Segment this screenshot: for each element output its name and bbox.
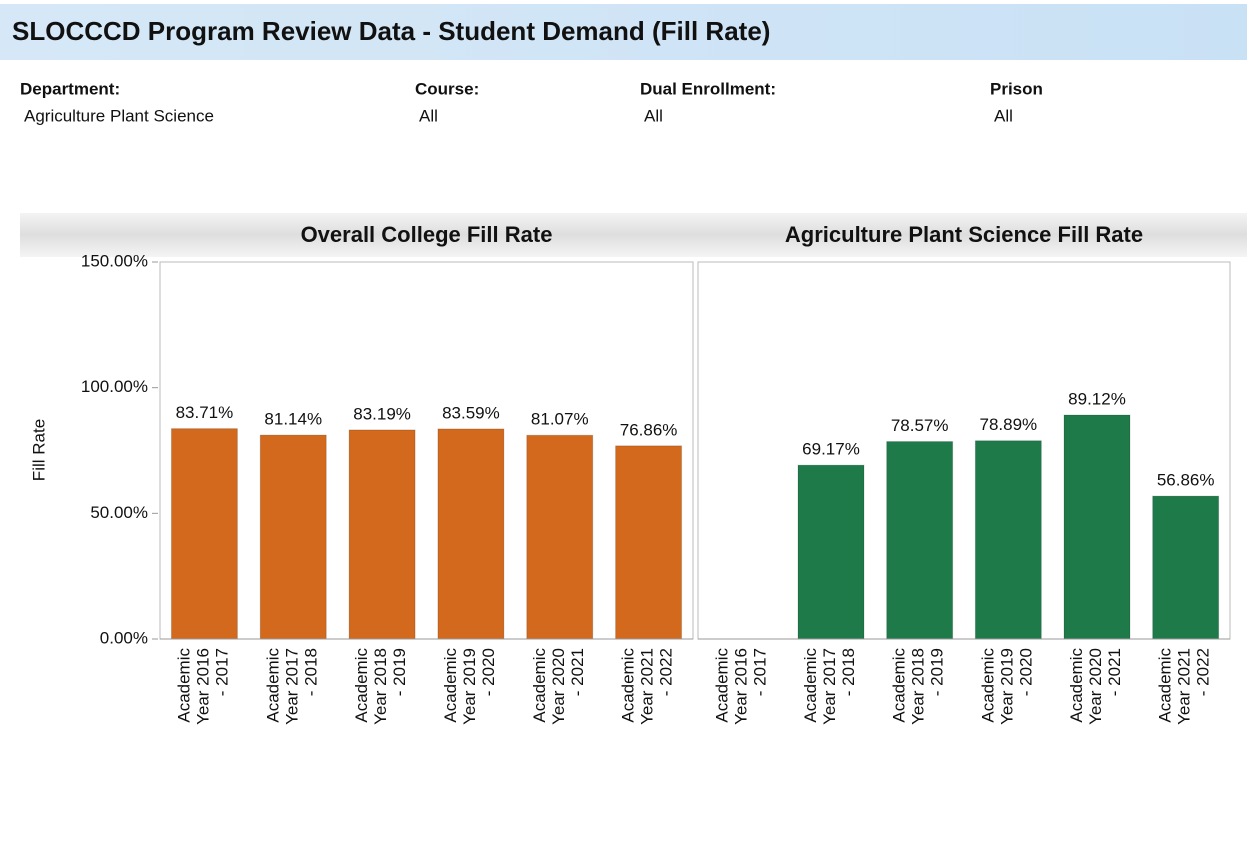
y-tick-label: 100.00% <box>81 377 148 396</box>
y-tick-label: 50.00% <box>90 503 148 522</box>
y-tick-label: 0.00% <box>100 628 148 647</box>
x-tick-label: AcademicYear 2017- 2018 <box>264 648 321 725</box>
x-tick-label: AcademicYear 2020- 2021 <box>1067 648 1124 725</box>
chart-title: Agriculture Plant Science Fill Rate <box>785 222 1143 247</box>
x-tick-label: AcademicYear 2020- 2021 <box>530 648 587 725</box>
value-label: 56.86% <box>1157 471 1215 490</box>
title-banner <box>0 4 1247 60</box>
value-label: 69.17% <box>802 440 860 459</box>
value-label: 78.89% <box>979 415 1037 434</box>
filter-label: Dual Enrollment: <box>640 79 776 98</box>
filter-value: All <box>994 106 1013 125</box>
bar <box>526 434 594 640</box>
filter-value: Agriculture Plant Science <box>24 106 214 125</box>
value-label: 83.19% <box>353 404 411 423</box>
x-tick-label: AcademicYear 2021- 2022 <box>1156 648 1213 725</box>
page-title: SLOCCCD Program Review Data - Student De… <box>12 16 770 46</box>
panel-frame <box>159 261 694 640</box>
filter-label: Prison <box>990 79 1043 98</box>
x-tick-label: AcademicYear 2016- 2017 <box>175 648 232 725</box>
bar <box>974 440 1042 640</box>
bar <box>1063 414 1131 640</box>
bar <box>170 428 238 640</box>
filter-value: All <box>644 106 663 125</box>
value-label: 76.86% <box>620 420 678 439</box>
filter-label: Course: <box>415 79 479 98</box>
x-tick-label: AcademicYear 2017- 2018 <box>801 648 858 725</box>
bar <box>348 429 416 640</box>
chart-header-band <box>20 213 1247 257</box>
y-axis-label: Fill Rate <box>29 419 48 481</box>
chart-title: Overall College Fill Rate <box>301 222 553 247</box>
value-label: 81.14% <box>264 410 322 429</box>
x-tick-label: AcademicYear 2018- 2019 <box>890 648 947 725</box>
x-tick-label: AcademicYear 2016- 2017 <box>713 648 770 725</box>
charts: Department: Agriculture Plant Science Cour… <box>20 79 1231 725</box>
value-label: 89.12% <box>1068 389 1126 408</box>
x-tick-label: AcademicYear 2021- 2022 <box>619 648 676 725</box>
filter-value: All <box>419 106 438 125</box>
value-label: 83.71% <box>176 403 234 422</box>
bar <box>797 464 865 640</box>
value-label: 81.07% <box>531 410 589 429</box>
bar <box>886 441 954 640</box>
y-tick-label: 150.00% <box>81 251 148 270</box>
filter-label: Department: <box>20 79 120 98</box>
bar <box>437 428 505 640</box>
value-label: 83.59% <box>442 403 500 422</box>
x-tick-label: AcademicYear 2019- 2020 <box>441 648 498 725</box>
x-tick-label: AcademicYear 2018- 2019 <box>353 648 410 725</box>
bar <box>1152 495 1220 640</box>
x-tick-label: AcademicYear 2019- 2020 <box>979 648 1036 725</box>
panel-frame <box>697 261 1231 640</box>
bar <box>259 434 327 640</box>
value-label: 78.57% <box>891 416 949 435</box>
bar <box>615 445 683 640</box>
